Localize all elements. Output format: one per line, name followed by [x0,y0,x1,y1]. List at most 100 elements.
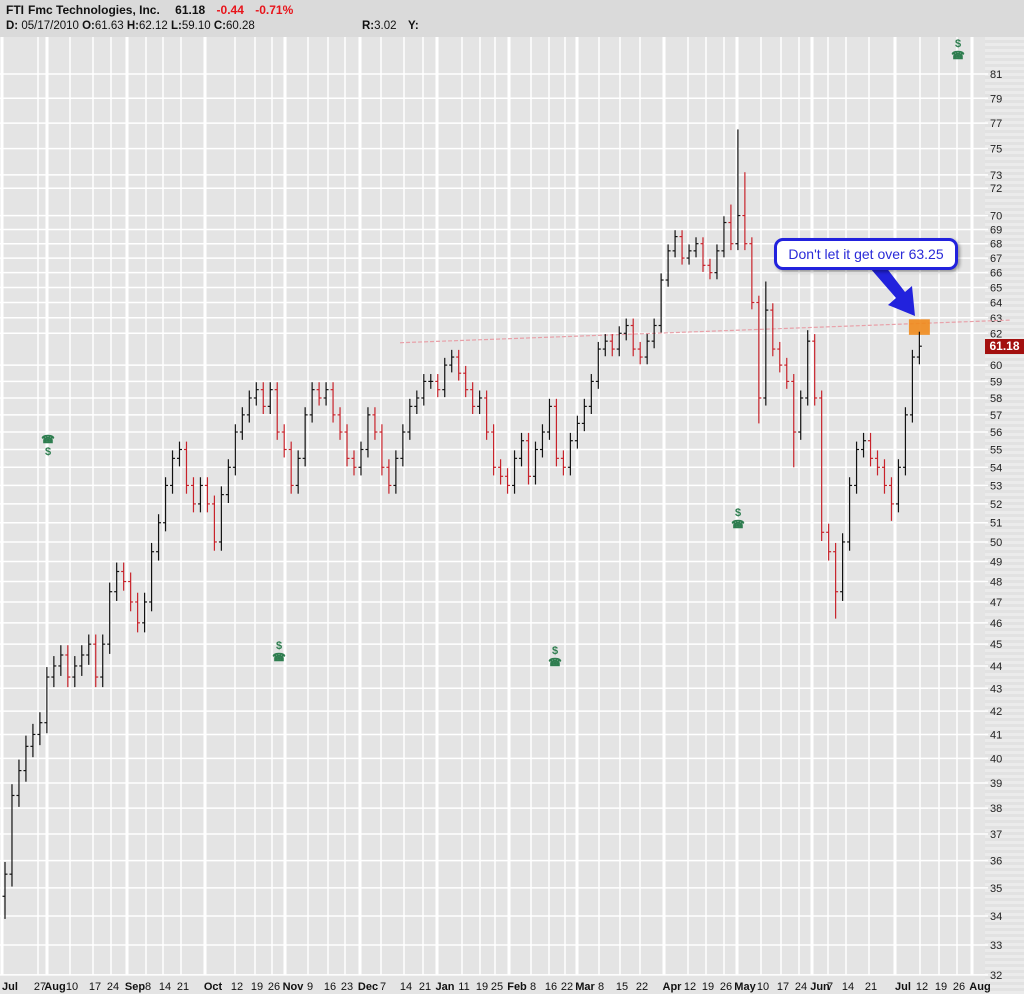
y-tick-label: 77 [990,118,1002,130]
axis-stripe [985,400,1024,403]
x-tick-label: 16 [545,981,557,993]
axis-stripe [985,388,1024,391]
ohlc-bar [2,861,8,919]
y-tick-label: 70 [990,211,1002,223]
ohlc-bar [44,667,50,734]
ohlc-bar [149,542,155,612]
axis-stripe [985,232,1024,235]
x-tick-label: 10 [757,981,769,993]
ohlc-bar [302,407,308,467]
close-label: C: [213,20,226,32]
date-label: D: [6,20,19,32]
axis-stripe [985,538,1024,541]
ohlc-bar [9,784,15,887]
ohlc-bar [372,407,378,440]
x-tick-label: 27 [34,981,46,993]
axis-stripe [985,958,1024,961]
axis-stripe [985,874,1024,877]
axis-stripe [985,424,1024,427]
x-tick-label: 7 [380,981,386,993]
ohlc-bar [679,230,685,265]
symbol: FTI [6,3,24,17]
ohlc-bar [707,258,713,280]
ohlc-bar [190,477,196,513]
ohlc-bar [567,432,573,476]
y-tick-label: 62 [990,328,1002,340]
dollar-icon: $ [44,446,52,458]
callout-note[interactable]: Don't let it get over 63.25 [774,238,958,270]
axis-stripe [985,154,1024,157]
axis-stripe [985,766,1024,769]
y-label: Y: [408,20,419,32]
ohlc-bar [721,216,727,258]
ohlc-bar [309,382,315,423]
x-tick-label: Jan [436,981,455,993]
axis-stripe [985,58,1024,61]
axis-stripe [985,868,1024,871]
axis-stripe [985,106,1024,109]
axis-stripe [985,694,1024,697]
axis-stripe [985,820,1024,823]
ohlc-bar [393,450,399,494]
ohlc-bar [777,341,783,373]
axis-stripe [985,466,1024,469]
axis-stripe [985,208,1024,211]
axis-stripe [985,514,1024,517]
axis-stripe [985,946,1024,949]
dollar-icon: $ [551,645,559,657]
axis-stripe [985,136,1024,139]
ohlc-bar [539,424,545,458]
ohlc-bar [142,592,148,633]
open-value: 61.63 [94,20,124,32]
y-tick-label: 33 [990,940,1002,952]
ohlc-bar [163,477,169,532]
ohlc-bar [693,237,699,258]
ohlc-bar [602,334,608,357]
dollar-icon: $ [275,640,283,652]
ohlc-bar [225,459,231,503]
axis-stripe [985,934,1024,937]
ohlc-bar [651,318,657,349]
axis-stripe [985,802,1024,805]
ohlc-bar [211,495,217,551]
ohlc-bar [65,645,71,688]
ohlc-bar [239,407,245,440]
ohlc-bar [658,273,664,333]
axis-stripe [985,256,1024,259]
axis-stripe [985,370,1024,373]
ohlc-bar [407,398,413,440]
axis-stripe [985,706,1024,709]
ohlc-bar [16,759,22,807]
ohlc-bar [505,468,511,494]
low-label: L: [171,20,182,32]
ohlc-bar [875,450,880,476]
axis-stripe [985,82,1024,85]
axis-stripe [985,142,1024,145]
axis-stripe [985,292,1024,295]
x-tick-label: 26 [268,981,280,993]
axis-stripe [985,412,1024,415]
ohlc-bar [37,712,43,746]
phone-icon: ☎ [41,434,55,446]
x-tick-label: 14 [159,981,171,993]
ohlc-bar [456,349,462,381]
axis-stripe [985,448,1024,451]
ohlc-bar [784,357,790,389]
x-tick-label: 22 [561,981,573,993]
ohlc-bar [107,582,113,654]
ohlc-bar [812,334,818,406]
y-tick-label: 65 [990,282,1002,294]
axis-stripe [985,382,1024,385]
ohlc-bar [400,424,406,467]
ohlc-bar [72,656,78,688]
axis-stripe [985,46,1024,49]
phone-icon: ☎ [272,652,286,664]
phone-icon: ☎ [731,519,745,531]
axis-stripe [985,526,1024,529]
x-tick-label: 9 [307,981,313,993]
ohlc-bar [274,382,280,440]
axis-stripe [985,742,1024,745]
axis-stripe [985,328,1024,331]
ohlc-bar [854,441,860,494]
